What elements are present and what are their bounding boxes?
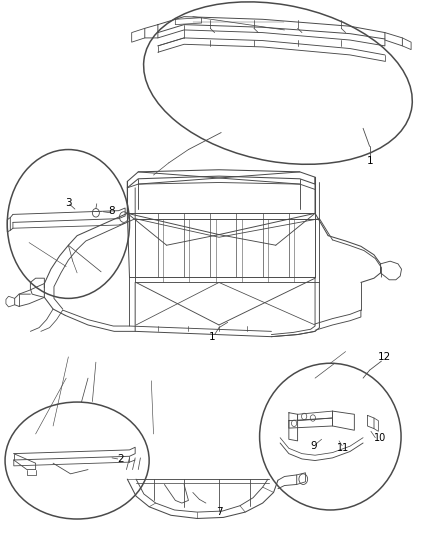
- Text: 2: 2: [117, 454, 124, 464]
- Text: 7: 7: [215, 507, 223, 517]
- Text: 1: 1: [366, 156, 373, 166]
- Ellipse shape: [7, 150, 130, 298]
- Ellipse shape: [260, 364, 401, 510]
- Text: 10: 10: [374, 433, 387, 443]
- Text: 3: 3: [65, 198, 72, 208]
- Text: 9: 9: [311, 441, 318, 451]
- Text: 11: 11: [337, 443, 350, 453]
- Text: 12: 12: [378, 352, 391, 362]
- Text: 1: 1: [209, 332, 216, 342]
- Ellipse shape: [144, 2, 412, 164]
- Ellipse shape: [5, 402, 149, 519]
- Text: 8: 8: [109, 206, 115, 216]
